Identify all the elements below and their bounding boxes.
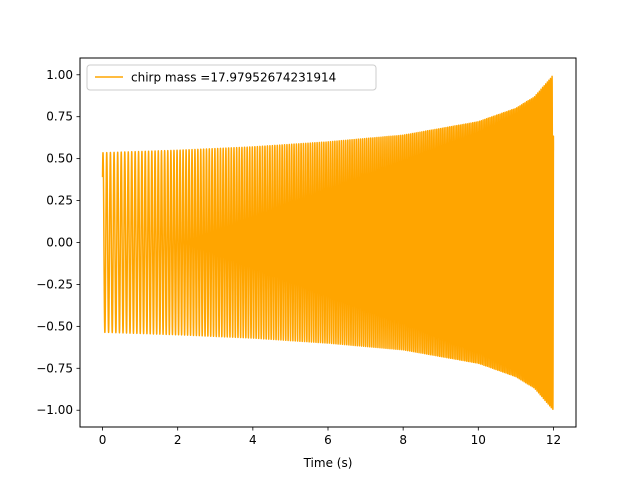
y-tick-label: 0.25 bbox=[46, 194, 73, 208]
x-axis-label: Time (s) bbox=[303, 456, 353, 470]
y-tick-label: 0.75 bbox=[46, 110, 73, 124]
x-tick-label: 12 bbox=[546, 433, 561, 447]
x-tick-label: 4 bbox=[249, 433, 257, 447]
y-axis: 1.00 0.75 0.50 0.25 0.00 −0.25 −0.50 −0.75 −1.00 bbox=[36, 68, 80, 417]
y-tick-label: −0.50 bbox=[36, 319, 73, 333]
y-tick-label: 1.00 bbox=[46, 68, 73, 82]
y-tick-label: −1.00 bbox=[36, 403, 73, 417]
series-layer bbox=[101, 75, 555, 410]
x-axis: 0 2 4 6 8 10 12 bbox=[99, 427, 561, 447]
y-tick-label: −0.75 bbox=[36, 361, 73, 375]
legend: chirp mass =17.97952674231914 bbox=[86, 64, 377, 91]
series-line-chirp bbox=[101, 75, 555, 410]
x-tick-label: 0 bbox=[99, 433, 107, 447]
x-tick-label: 2 bbox=[174, 433, 182, 447]
legend-series-label: chirp mass =17.97952674231914 bbox=[131, 71, 336, 85]
x-tick-label: 8 bbox=[399, 433, 407, 447]
y-tick-label: 0.50 bbox=[46, 152, 73, 166]
x-tick-label: 10 bbox=[471, 433, 486, 447]
x-tick-label: 6 bbox=[324, 433, 332, 447]
y-tick-label: −0.25 bbox=[36, 277, 73, 291]
y-tick-label: 0.00 bbox=[46, 236, 73, 250]
legend-box bbox=[86, 64, 377, 91]
